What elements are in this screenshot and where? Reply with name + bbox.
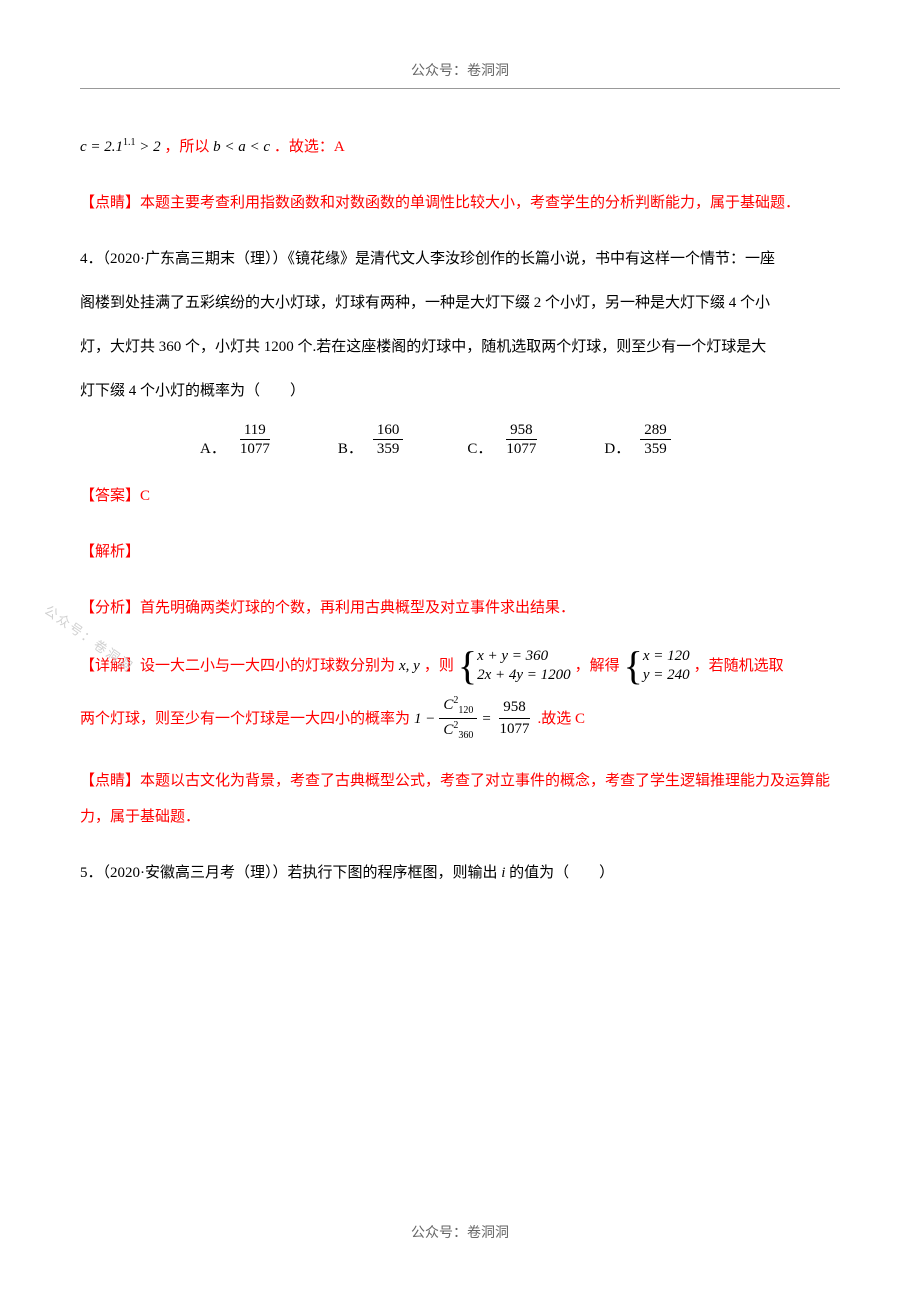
text-ruo: ，若随机选取 bbox=[694, 651, 784, 681]
page-footer: 公众号：卷洞洞 bbox=[0, 1222, 920, 1242]
text-ze: ，则 bbox=[424, 651, 454, 681]
xiangjie-pre: 【详解】设一大二小与一大四小的灯球数分别为 bbox=[80, 651, 395, 681]
result-den: 1077 bbox=[496, 719, 534, 740]
frac-num: 958 bbox=[506, 421, 537, 440]
result-num: 958 bbox=[499, 697, 530, 719]
page-header: 公众号：卷洞洞 bbox=[80, 60, 840, 89]
frac-den: 359 bbox=[640, 440, 671, 458]
c-denominator: C2360 bbox=[439, 719, 477, 743]
system-2: { x = 120 y = 240 bbox=[624, 646, 690, 686]
eq1b: 2x + 4y = 1200 bbox=[477, 666, 571, 686]
system-1: { x + y = 360 2x + 4y = 1200 bbox=[458, 646, 571, 686]
fraction-b: 160 359 bbox=[373, 421, 404, 458]
eq2b: y = 240 bbox=[643, 666, 690, 686]
fraction-a: 119 1077 bbox=[236, 421, 274, 458]
q4-stem-2: 阁楼到处挂满了五彩缤纷的大小灯球，灯球有两种，一种是大灯下缀 2 个小灯，另一种… bbox=[80, 285, 840, 321]
fenxi-text: 【分析】首先明确两类灯球的个数，再利用古典概型及对立事件求出结果． bbox=[80, 590, 840, 626]
c-numerator: C2120 bbox=[439, 694, 477, 719]
options-row: A． 119 1077 B． 160 359 C． 958 1077 D． 28… bbox=[80, 421, 840, 458]
option-label-a: A． bbox=[200, 437, 226, 458]
math-expr: c = 2.11.1 > 2 bbox=[80, 139, 164, 155]
vars-xy: x, y bbox=[399, 651, 420, 681]
xiangjie-line: 【详解】设一大二小与一大四小的灯球数分别为 x, y ，则 { x + y = … bbox=[80, 646, 840, 686]
frac-den: 1077 bbox=[236, 440, 274, 458]
frac-num: 160 bbox=[373, 421, 404, 440]
option-label-b: B． bbox=[338, 437, 363, 458]
dianjing-2: 【点睛】本题以古文化为背景，考查了古典概型公式，考查了对立事件的概念，考查了学生… bbox=[80, 763, 840, 835]
prob-pre: 两个灯球，则至少有一个灯球是一大四小的概率为 bbox=[80, 704, 410, 734]
math-base: c = 2.1 bbox=[80, 139, 123, 155]
option-c: C． 958 1077 bbox=[467, 421, 544, 458]
q5-stem: 5．（2020·安徽高三月考（理））若执行下图的程序框图，则输出 i 的值为（ … bbox=[80, 855, 840, 891]
frac-den: 1077 bbox=[502, 440, 540, 458]
option-d: D． 289 359 bbox=[604, 421, 674, 458]
dianjing-1: 【点睛】本题主要考查利用指数函数和对数函数的单调性比较大小，考查学生的分析判断能… bbox=[80, 185, 840, 221]
option-label-c: C． bbox=[467, 437, 492, 458]
frac-num: 289 bbox=[640, 421, 671, 440]
left-brace-1: { bbox=[458, 646, 477, 686]
math-compare: > 2 bbox=[136, 139, 161, 155]
combination-fraction: C2120 C2360 bbox=[439, 694, 477, 743]
jiexi-label: 【解析】 bbox=[80, 534, 840, 570]
answer-label: 【答案】C bbox=[80, 478, 840, 514]
equations-1: x + y = 360 2x + 4y = 1200 bbox=[477, 647, 571, 686]
option-b: B． 160 359 bbox=[338, 421, 408, 458]
probability-line: 两个灯球，则至少有一个灯球是一大四小的概率为 1 − C2120 C2360 =… bbox=[80, 694, 840, 743]
fraction-c: 958 1077 bbox=[502, 421, 540, 458]
q4-stem-3: 灯，大灯共 360 个，小灯共 1200 个.若在这座楼阁的灯球中，随机选取两个… bbox=[80, 329, 840, 365]
result-fraction: 958 1077 bbox=[496, 697, 534, 740]
eq1a: x + y = 360 bbox=[477, 647, 571, 667]
left-brace-2: { bbox=[624, 646, 643, 686]
c-sub: 120 bbox=[458, 705, 473, 716]
q4-stem-1: 4．（2020·广东高三期末（理））《镜花缘》是清代文人李汝珍创作的长篇小说，书… bbox=[80, 241, 840, 277]
frac-den: 359 bbox=[373, 440, 404, 458]
c-sub: 360 bbox=[458, 730, 473, 741]
option-label-d: D． bbox=[604, 437, 630, 458]
prob-post: .故选 C bbox=[538, 704, 586, 734]
q5-post: 的值为（ ） bbox=[509, 865, 614, 881]
q4-stem-4: 灯下缀 4 个小灯的概率为（ ） bbox=[80, 373, 840, 409]
one-minus: 1 − bbox=[414, 704, 435, 734]
math-inequality: b < a < c bbox=[213, 139, 270, 155]
frac-num: 119 bbox=[240, 421, 270, 440]
answer-choice: ．故选：A bbox=[274, 139, 345, 155]
option-a: A． 119 1077 bbox=[200, 421, 278, 458]
math-exponent: 1.1 bbox=[123, 137, 136, 148]
c-base: C bbox=[443, 697, 453, 713]
c-base: C bbox=[443, 722, 453, 738]
var-i: i bbox=[501, 865, 505, 881]
equations-2: x = 120 y = 240 bbox=[643, 647, 690, 686]
fraction-d: 289 359 bbox=[640, 421, 671, 458]
text-jiede: ，解得 bbox=[575, 651, 620, 681]
solution-continuation: c = 2.11.1 > 2 ，所以 b < a < c ．故选：A bbox=[80, 129, 840, 165]
equals-sign: = bbox=[481, 704, 491, 734]
text-so: ，所以 bbox=[164, 139, 209, 155]
q5-text: 5．（2020·安徽高三月考（理））若执行下图的程序框图，则输出 bbox=[80, 865, 498, 881]
eq2a: x = 120 bbox=[643, 647, 690, 667]
